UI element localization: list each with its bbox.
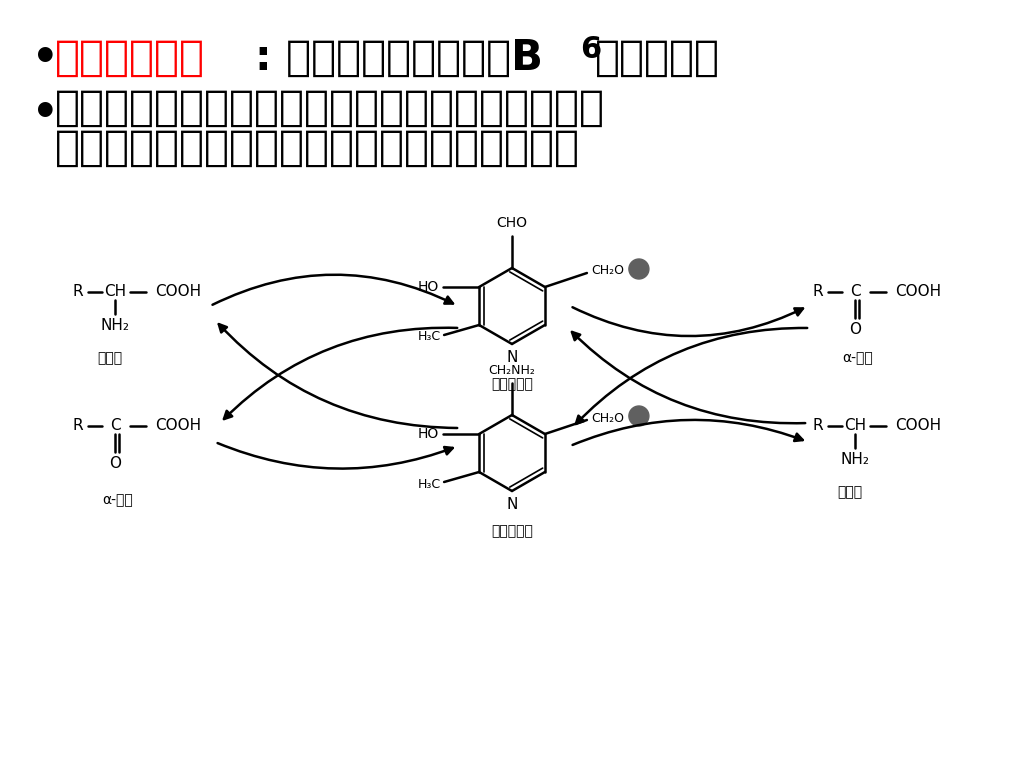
FancyArrowPatch shape bbox=[219, 324, 458, 428]
Text: NH₂: NH₂ bbox=[100, 319, 129, 333]
Text: •: • bbox=[32, 37, 58, 79]
Text: NH₂: NH₂ bbox=[841, 452, 869, 468]
Text: 的磷酸酯）: 的磷酸酯） bbox=[595, 37, 720, 79]
Text: α-酮酸: α-酮酸 bbox=[102, 493, 133, 507]
Text: R: R bbox=[73, 284, 83, 300]
Text: 酶磷酸吡哆醛与磷酸吡哆胺的相互转变来实现的: 酶磷酸吡哆醛与磷酸吡哆胺的相互转变来实现的 bbox=[55, 127, 580, 169]
Text: 氨基酸: 氨基酸 bbox=[838, 485, 862, 499]
Text: 转氨基作用实际上是在转氨酶的催化下，依靠其辅: 转氨基作用实际上是在转氨酶的催化下，依靠其辅 bbox=[55, 87, 605, 129]
Text: R: R bbox=[813, 284, 823, 300]
Text: N: N bbox=[506, 350, 518, 365]
Text: CH₂O: CH₂O bbox=[591, 412, 624, 425]
FancyArrowPatch shape bbox=[572, 307, 803, 336]
Text: 6: 6 bbox=[580, 35, 601, 65]
Text: N: N bbox=[506, 497, 518, 512]
FancyArrowPatch shape bbox=[217, 443, 453, 468]
Text: COOH: COOH bbox=[895, 284, 941, 300]
Text: P: P bbox=[634, 409, 643, 422]
Text: 磷酸吡哆醛: 磷酸吡哆醛 bbox=[492, 377, 532, 391]
Text: H₃C: H₃C bbox=[418, 478, 441, 491]
Text: O: O bbox=[109, 456, 121, 472]
FancyArrowPatch shape bbox=[572, 420, 803, 445]
Text: CH: CH bbox=[844, 419, 866, 433]
Text: CHO: CHO bbox=[497, 216, 527, 230]
Text: α-酮酸: α-酮酸 bbox=[843, 351, 873, 365]
FancyArrowPatch shape bbox=[572, 332, 805, 423]
Text: COOH: COOH bbox=[155, 419, 201, 433]
Text: C: C bbox=[850, 284, 860, 300]
Text: HO: HO bbox=[418, 280, 439, 294]
Text: : 磷酸吡哆醛（维生素B: : 磷酸吡哆醛（维生素B bbox=[255, 37, 543, 79]
Circle shape bbox=[629, 259, 649, 279]
Text: CH₂NH₂: CH₂NH₂ bbox=[488, 364, 536, 377]
Text: CH₂O: CH₂O bbox=[591, 264, 624, 277]
FancyArrowPatch shape bbox=[224, 328, 458, 419]
Text: COOH: COOH bbox=[895, 419, 941, 433]
Text: P: P bbox=[634, 263, 643, 276]
FancyArrowPatch shape bbox=[575, 328, 807, 424]
FancyArrowPatch shape bbox=[213, 275, 453, 305]
Text: R: R bbox=[813, 419, 823, 433]
Text: 磷酸吡哆胺: 磷酸吡哆胺 bbox=[492, 524, 532, 538]
Text: COOH: COOH bbox=[155, 284, 201, 300]
Text: H₃C: H₃C bbox=[418, 330, 441, 343]
Text: CH: CH bbox=[104, 284, 126, 300]
Text: O: O bbox=[849, 323, 861, 337]
Text: HO: HO bbox=[418, 427, 439, 441]
Circle shape bbox=[629, 406, 649, 426]
Text: 转氨酶的辅酶: 转氨酶的辅酶 bbox=[55, 37, 205, 79]
Text: C: C bbox=[110, 419, 120, 433]
Text: •: • bbox=[32, 92, 58, 134]
Text: R: R bbox=[73, 419, 83, 433]
Text: 氨基酸: 氨基酸 bbox=[97, 351, 123, 365]
